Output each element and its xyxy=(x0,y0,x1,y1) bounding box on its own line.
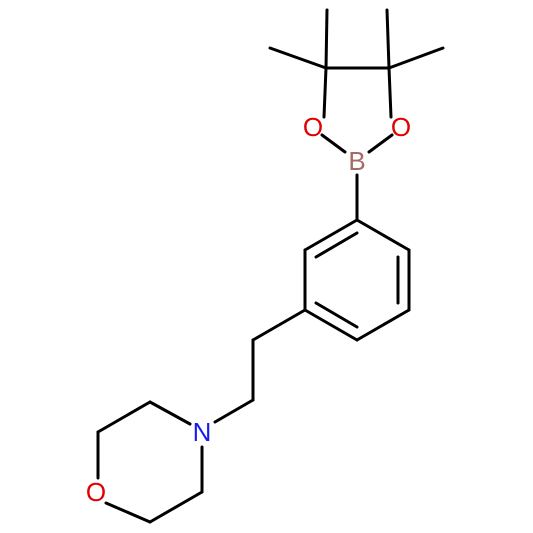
bond xyxy=(320,133,347,154)
bond xyxy=(314,231,359,259)
bond xyxy=(322,66,328,119)
atom-label: B xyxy=(348,146,365,176)
bonds xyxy=(96,8,445,524)
atom-labels: O O B N O xyxy=(86,112,411,507)
bond xyxy=(314,301,359,329)
bond xyxy=(385,8,391,70)
bond xyxy=(355,218,411,252)
bond xyxy=(324,8,329,70)
bond xyxy=(148,490,204,524)
bond xyxy=(387,46,445,70)
bond xyxy=(268,46,328,70)
atom-label: O xyxy=(86,477,106,507)
atom-label: N xyxy=(193,417,212,447)
bond xyxy=(367,133,394,154)
bond xyxy=(96,400,152,434)
atom-label: O xyxy=(391,112,411,142)
bond xyxy=(303,218,359,252)
bond xyxy=(355,308,411,342)
bond xyxy=(387,66,393,119)
atom-label: O xyxy=(303,112,323,142)
bond xyxy=(104,501,152,524)
bond xyxy=(251,308,307,342)
bond xyxy=(148,400,192,426)
bond xyxy=(303,308,359,342)
bond xyxy=(213,398,255,424)
